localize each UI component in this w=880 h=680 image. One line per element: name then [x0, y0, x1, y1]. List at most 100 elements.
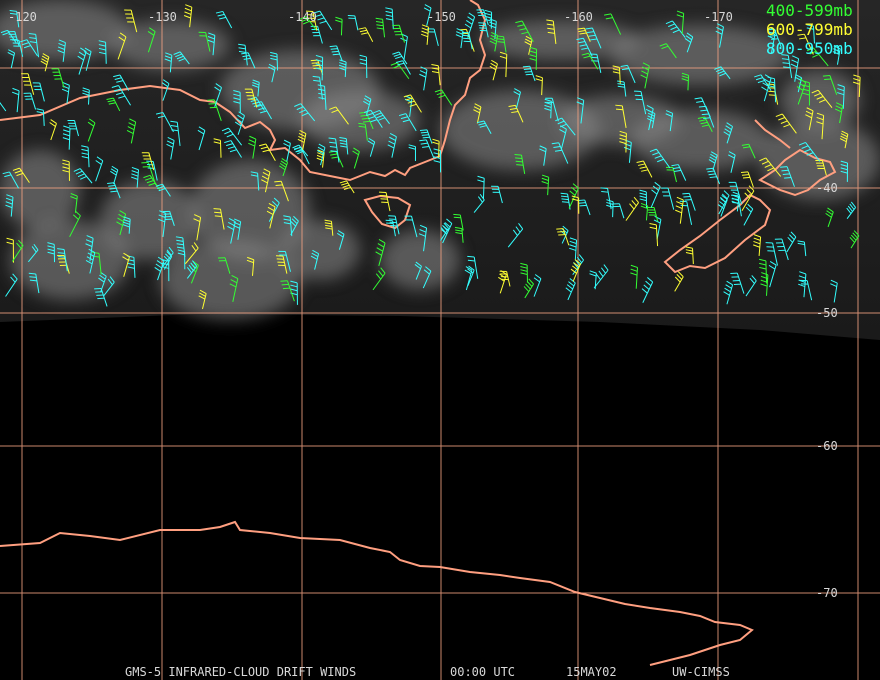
- wind-barb: [70, 193, 78, 213]
- wind-barb: [731, 191, 740, 212]
- wind-barb: [514, 153, 526, 174]
- wind-barb: [740, 171, 754, 188]
- wind-barb: [434, 89, 453, 106]
- wind-barb: [250, 171, 260, 191]
- wind-barb: [283, 139, 291, 162]
- wind-barb: [539, 145, 547, 166]
- wind-barb: [329, 106, 349, 125]
- wind-barb: [569, 237, 578, 260]
- wind-barb: [261, 168, 271, 193]
- wind-barb: [647, 206, 659, 222]
- wind-barb: [329, 45, 343, 62]
- wind-barb: [650, 181, 661, 208]
- wind-barb: [665, 20, 686, 38]
- wind-barb: [640, 202, 649, 221]
- wind-barb: [585, 27, 602, 49]
- wind-barb: [604, 13, 622, 35]
- wind-barb: [254, 101, 273, 120]
- footer-product: GMS-5 INFRARED-CLOUD DRIFT WINDS: [125, 665, 356, 679]
- wind-barb: [745, 275, 757, 297]
- wind-barb: [107, 182, 121, 199]
- wind-barb: [723, 122, 733, 144]
- wind-barb: [811, 89, 833, 109]
- wind-barb: [293, 147, 310, 165]
- wind-barb: [9, 9, 20, 28]
- wind-barb: [422, 266, 432, 289]
- latitude-label: -40: [816, 181, 838, 195]
- wind-barb: [665, 110, 674, 132]
- wind-barb: [297, 130, 307, 151]
- wind-barb: [661, 187, 675, 210]
- wind-barb: [727, 151, 736, 173]
- wind-barb: [47, 242, 56, 263]
- wind-barb: [83, 47, 92, 71]
- wind-barb: [476, 9, 489, 26]
- tasmania-coastline: [363, 194, 412, 230]
- wind-barb: [522, 65, 536, 82]
- wind-barb: [723, 280, 734, 305]
- wind-barb: [372, 109, 390, 125]
- wind-barb: [834, 102, 844, 124]
- wind-barb: [155, 112, 174, 133]
- wind-barb: [32, 82, 45, 102]
- wind-barb: [541, 174, 550, 196]
- wind-barb: [684, 32, 694, 53]
- wind-barb: [507, 223, 524, 248]
- wind-barb: [849, 230, 860, 249]
- footer-caption: GMS-5 INFRARED-CLOUD DRIFT WINDS 00:00 U…: [125, 665, 730, 679]
- wind-barb: [513, 88, 521, 109]
- wind-barb: [619, 130, 627, 153]
- wind-barb: [316, 143, 326, 166]
- wind-barb: [741, 185, 755, 211]
- wind-barb: [363, 95, 372, 116]
- wind-barb: [122, 252, 130, 277]
- wind-barb: [423, 4, 432, 26]
- wind-barb: [633, 90, 647, 115]
- legend-entry: 600-799mb: [766, 20, 853, 39]
- wind-barb: [754, 74, 772, 91]
- wind-barb: [797, 33, 814, 55]
- wind-barb: [640, 62, 650, 89]
- wind-barb: [62, 159, 70, 181]
- wind-barb: [832, 45, 841, 65]
- wind-barb: [0, 102, 7, 112]
- wind-barb: [161, 246, 174, 268]
- wind-barb: [768, 260, 777, 288]
- wind-barb: [27, 243, 39, 263]
- wind-barb: [606, 199, 614, 218]
- wind-barb: [589, 53, 602, 73]
- wind-barb: [544, 98, 552, 119]
- wind-barb: [113, 74, 130, 91]
- wind-barb: [404, 215, 418, 238]
- wind-barb: [620, 64, 636, 84]
- wind-barb: [310, 249, 320, 270]
- longitude-label: -170: [704, 10, 733, 24]
- footer-time: 00:00 UTC: [450, 665, 515, 679]
- wind-barb: [551, 142, 569, 164]
- wind-barb: [852, 74, 861, 97]
- australia-coastline: [0, 0, 487, 182]
- wind-barb: [576, 37, 593, 57]
- legend-entry: 800-950mb: [766, 39, 853, 58]
- wind-barb: [234, 111, 245, 135]
- wind-barb: [358, 27, 374, 42]
- wind-barb: [224, 140, 242, 158]
- wind-barb: [559, 125, 567, 150]
- wind-barb: [612, 65, 621, 84]
- wind-barb: [408, 144, 416, 161]
- wind-barb: [375, 17, 386, 38]
- wind-barb: [694, 97, 711, 118]
- wind-barb: [822, 75, 838, 95]
- wind-barb: [508, 104, 524, 123]
- wind-barb: [675, 196, 684, 224]
- wind-barb: [798, 271, 807, 298]
- wind-barb: [170, 120, 181, 146]
- wind-barb: [324, 219, 334, 236]
- wind-barb: [126, 118, 137, 144]
- wind-barb: [197, 126, 206, 151]
- wind-barb: [244, 88, 258, 108]
- wind-barb: [414, 261, 422, 280]
- wind-barb: [67, 120, 80, 137]
- wind-barb: [781, 54, 793, 79]
